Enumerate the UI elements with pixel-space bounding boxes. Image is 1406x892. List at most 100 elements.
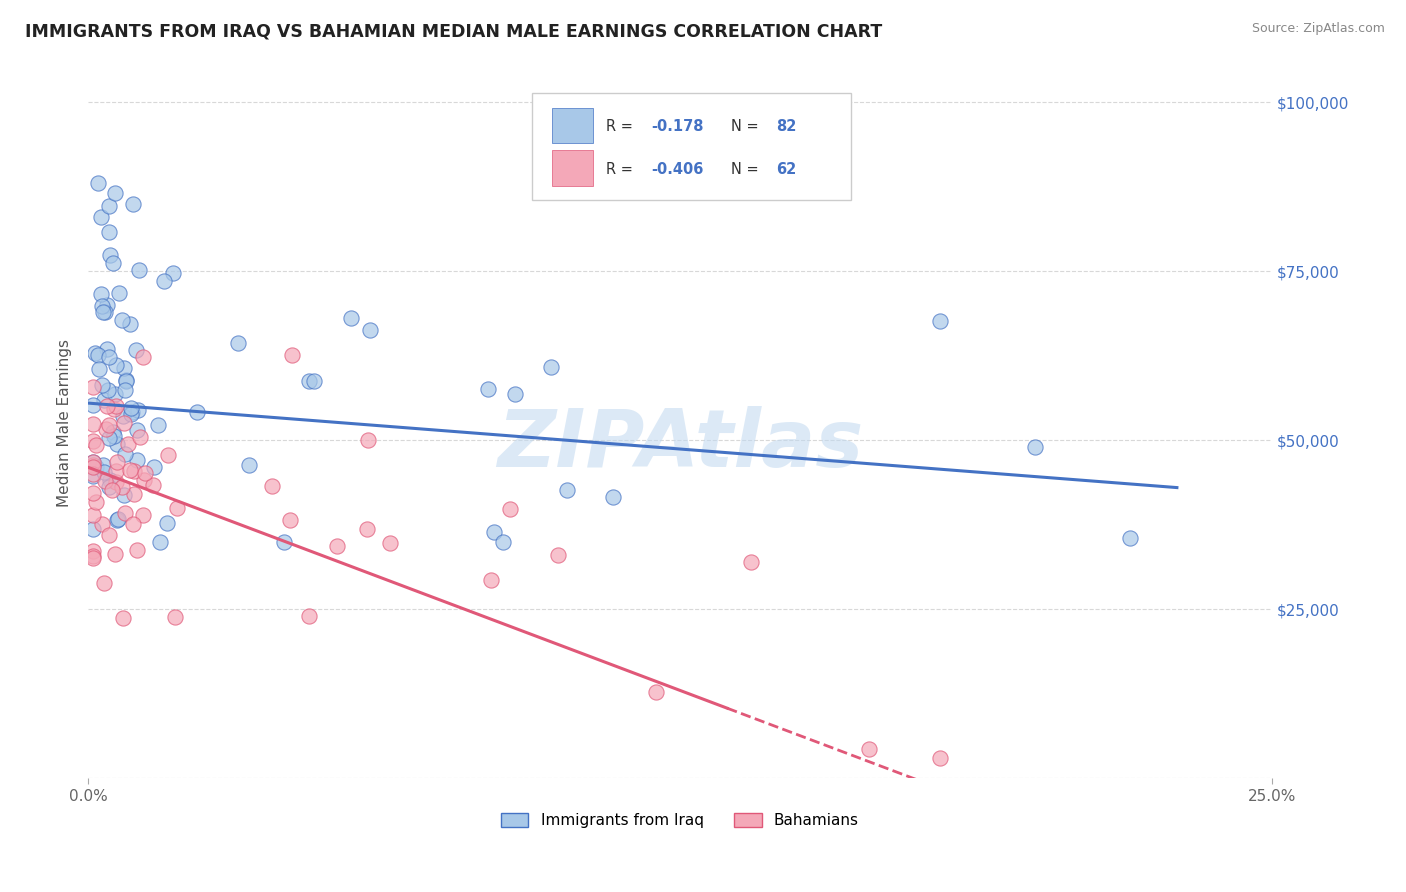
Point [112,416,135,430]
Point [340,310,363,325]
Point [378,536,401,550]
Point [91,305,114,319]
Point [146,418,169,433]
Text: -0.178: -0.178 [651,120,704,134]
Point [82,458,104,473]
Point [114,506,136,520]
Point [101,256,124,270]
Point [82,455,104,469]
Point [82,398,104,412]
Point [858,741,880,756]
FancyBboxPatch shape [531,94,852,200]
Point [132,473,155,487]
Text: IMMIGRANTS FROM IRAQ VS BAHAMIAN MEDIAN MALE EARNINGS CORRELATION CHART: IMMIGRANTS FROM IRAQ VS BAHAMIAN MEDIAN … [25,22,883,40]
Point [120,463,142,477]
Point [132,350,155,364]
Point [112,611,135,625]
Point [555,483,578,497]
Point [740,555,762,569]
Point [110,312,132,326]
Point [93,392,115,407]
Point [477,382,499,396]
Point [82,460,104,475]
Point [90,211,112,225]
Point [357,433,380,447]
Point [142,478,165,492]
Point [484,524,506,539]
Text: N =: N = [731,120,763,134]
Point [120,407,142,421]
Point [149,534,172,549]
Point [499,501,522,516]
Point [156,516,179,530]
Text: N =: N = [731,161,763,177]
Point [645,685,668,699]
Text: 82: 82 [776,120,796,134]
Point [273,534,295,549]
Point [111,480,134,494]
Point [128,263,150,277]
Text: ZIPAtlas: ZIPAtlas [496,406,863,483]
Point [491,534,513,549]
Point [125,543,148,558]
Point [96,399,118,413]
Point [84,495,107,509]
Point [156,449,179,463]
Point [122,464,145,478]
Point [281,347,304,361]
Point [104,547,127,561]
Bar [553,108,593,143]
Text: R =: R = [606,161,638,177]
Point [98,528,121,542]
Point [260,478,283,492]
Point [96,298,118,312]
Point [107,512,129,526]
Point [125,343,148,358]
Point [540,360,562,375]
Point [103,428,125,442]
Point [226,335,249,350]
Point [105,400,128,414]
Text: Source: ZipAtlas.com: Source: ZipAtlas.com [1251,22,1385,36]
Point [93,575,115,590]
Point [82,467,104,482]
Point [82,434,104,449]
Point [82,544,104,558]
Point [359,323,381,337]
Point [929,314,952,328]
Point [1024,440,1046,454]
Point [87,348,110,362]
Point [101,425,124,439]
Point [112,488,135,502]
Text: -0.406: -0.406 [651,161,704,177]
Point [186,405,208,419]
Point [103,402,125,417]
Point [97,351,120,365]
Point [129,430,152,444]
Y-axis label: Median Male Earnings: Median Male Earnings [58,339,72,508]
Point [122,516,145,531]
Point [125,424,148,438]
Point [90,516,112,531]
Point [98,226,121,240]
Text: 62: 62 [776,161,796,177]
Point [98,417,121,432]
Point [82,508,104,522]
Point [121,405,143,419]
Point [1118,531,1140,545]
Point [84,346,107,360]
Point [132,508,155,522]
Point [98,199,121,213]
Point [98,473,121,487]
Point [238,458,260,472]
Point [325,539,347,553]
Point [104,186,127,201]
Point [82,549,104,563]
Point [98,431,121,445]
Point [98,248,121,262]
Point [107,285,129,300]
Point [162,266,184,280]
Bar [553,150,593,186]
Point [104,359,127,373]
Point [101,483,124,497]
